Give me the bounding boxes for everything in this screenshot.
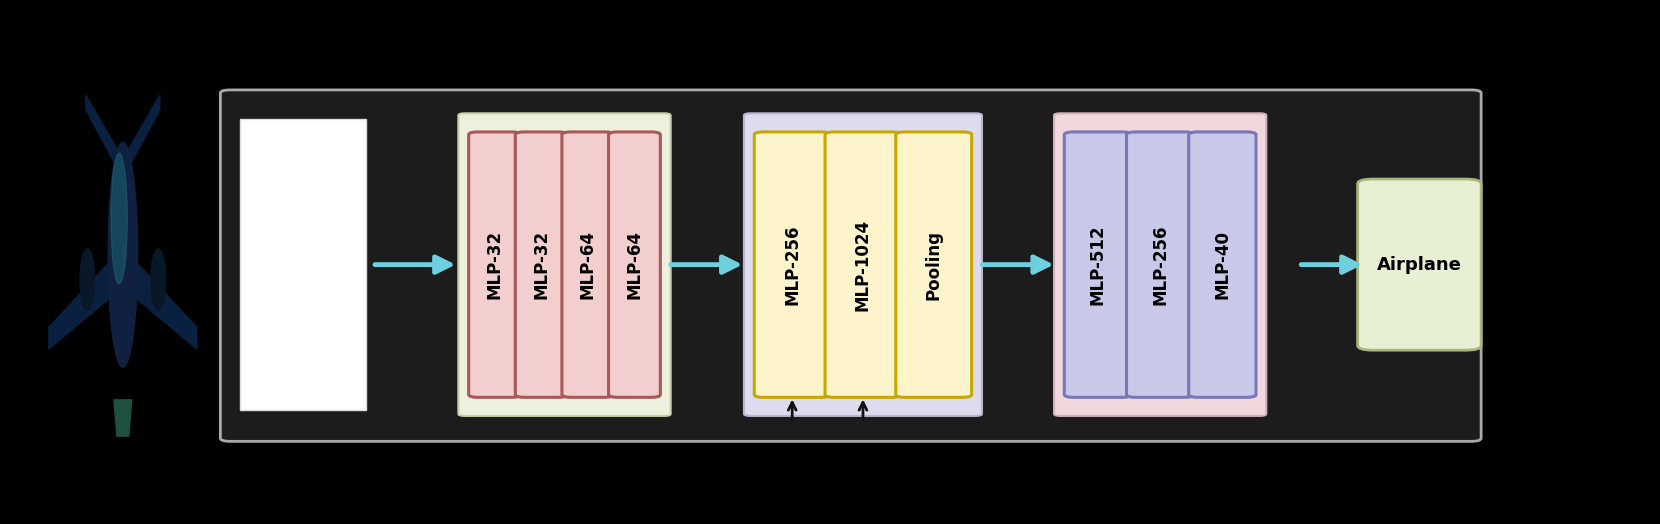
Ellipse shape (108, 143, 138, 367)
Polygon shape (86, 95, 116, 168)
Polygon shape (136, 262, 198, 349)
FancyBboxPatch shape (458, 113, 671, 416)
FancyBboxPatch shape (239, 119, 365, 410)
Text: MLP-256: MLP-256 (784, 224, 802, 305)
Ellipse shape (80, 249, 95, 310)
FancyBboxPatch shape (1064, 132, 1132, 397)
Text: MLP-1024: MLP-1024 (853, 219, 872, 311)
Text: MLP-32: MLP-32 (533, 230, 549, 299)
Text: MLP-32: MLP-32 (486, 230, 503, 299)
FancyBboxPatch shape (221, 90, 1481, 441)
FancyBboxPatch shape (896, 132, 971, 397)
FancyBboxPatch shape (1054, 113, 1267, 416)
Polygon shape (48, 262, 110, 349)
Text: MLP-40: MLP-40 (1213, 230, 1232, 299)
Text: MLP-256: MLP-256 (1150, 224, 1169, 305)
Text: Airplane: Airplane (1376, 256, 1462, 274)
Polygon shape (115, 400, 131, 436)
FancyBboxPatch shape (468, 132, 521, 397)
Polygon shape (129, 95, 159, 168)
FancyBboxPatch shape (744, 113, 983, 416)
Ellipse shape (111, 153, 128, 284)
FancyBboxPatch shape (825, 132, 901, 397)
FancyBboxPatch shape (609, 132, 661, 397)
FancyBboxPatch shape (1358, 179, 1481, 350)
Text: Pooling: Pooling (925, 230, 943, 300)
FancyBboxPatch shape (1189, 132, 1257, 397)
Text: MLP-64: MLP-64 (579, 230, 598, 299)
Ellipse shape (151, 249, 166, 310)
FancyBboxPatch shape (754, 132, 830, 397)
Text: MLP-64: MLP-64 (626, 230, 644, 299)
FancyBboxPatch shape (563, 132, 614, 397)
FancyBboxPatch shape (515, 132, 568, 397)
Text: MLP-512: MLP-512 (1089, 224, 1107, 305)
FancyBboxPatch shape (1127, 132, 1194, 397)
